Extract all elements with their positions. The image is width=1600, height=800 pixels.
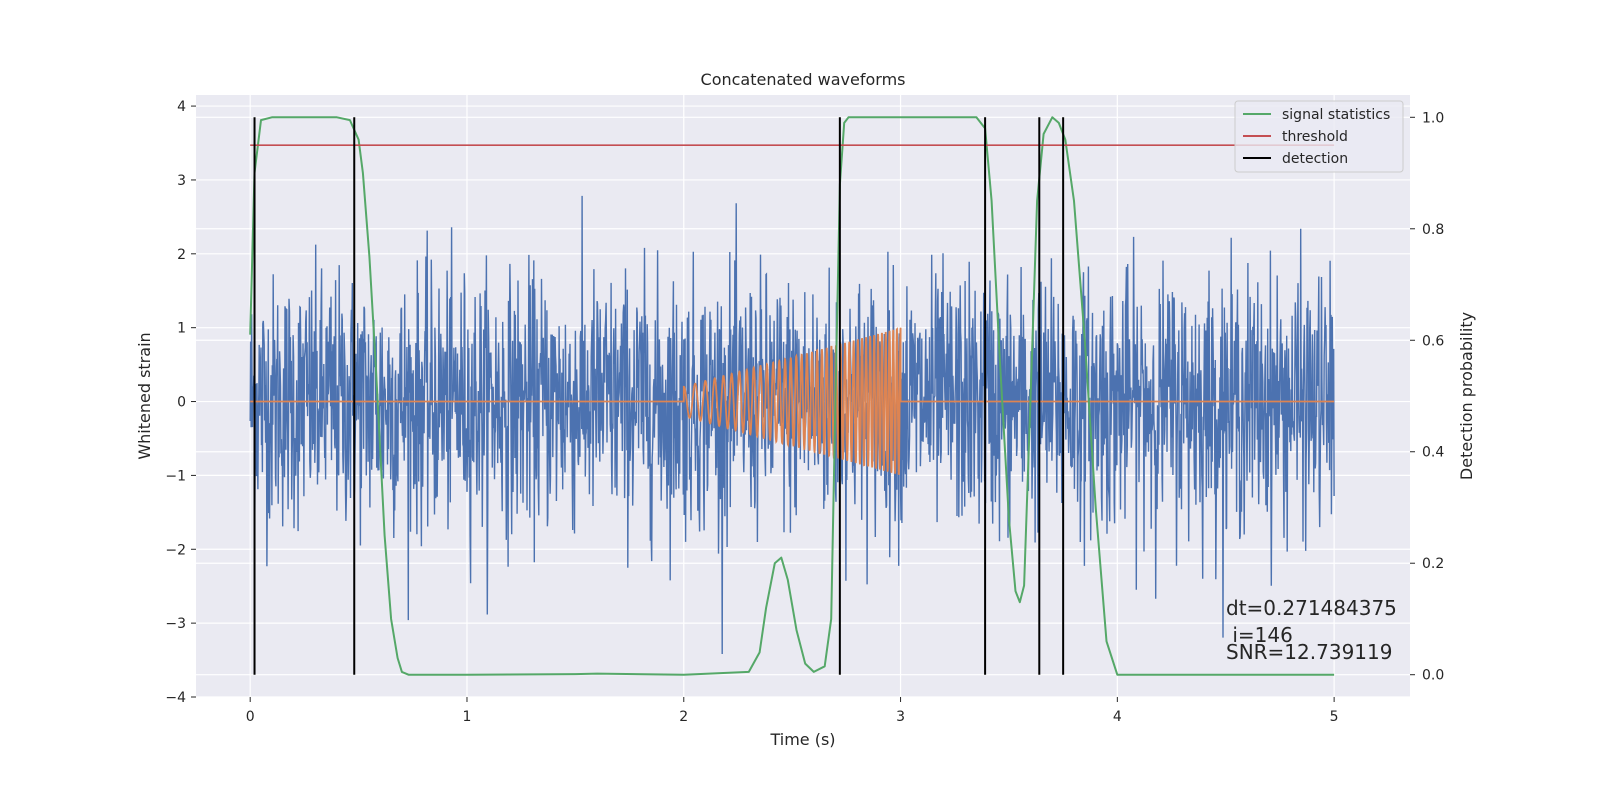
x-tick-label: 2 [679, 709, 688, 725]
y-tick-label: 0 [177, 395, 186, 411]
y-tick-label: −2 [165, 542, 186, 558]
signal-statistics-line [249, 116, 1335, 676]
axes-layer: 0 1 2 3 4 5 −4 −3 −2 −1 0 1 2 3 4 0.0 0.2 0.4 0.6 0.8 1.0 [165, 99, 1444, 725]
annotations: dt=0.271484375 i=146 SNR=12.739119 [1226, 596, 1397, 664]
probability-layer [249, 116, 1335, 676]
annotation-dt: dt=0.271484375 [1226, 596, 1397, 620]
y-tick-label: −4 [165, 690, 186, 706]
x-tick-label: 5 [1330, 709, 1339, 725]
y-tick-label: 2 [177, 247, 186, 263]
y2-axis-label: Detection probability [1457, 312, 1476, 480]
y2-tick-label: 0.2 [1422, 556, 1444, 572]
x-tick-label: 0 [246, 709, 255, 725]
y-tick-label: −3 [165, 616, 186, 632]
x-axis-label: Time (s) [769, 730, 835, 749]
chirp-waveform-line [250, 327, 1335, 475]
y-tick-label: 1 [177, 321, 186, 337]
y2-tick-label: 0.4 [1422, 445, 1444, 461]
y-tick-label: −1 [165, 468, 186, 484]
y2-tick-label: 0.8 [1422, 222, 1444, 238]
y-tick-label: 4 [177, 99, 186, 115]
annotation-index: i=146 [1226, 623, 1293, 647]
y2-tick-label: 1.0 [1422, 110, 1444, 126]
legend-label: signal statistics [1282, 107, 1390, 123]
x-tick-label: 1 [463, 709, 472, 725]
annotation-snr: SNR=12.739119 [1226, 640, 1392, 664]
y2-tick-label: 0.0 [1422, 668, 1444, 684]
chart-title: Concatenated waveforms [701, 70, 906, 89]
legend-label: detection [1282, 151, 1348, 167]
strain-layer [249, 195, 1335, 655]
legend: signal statistics threshold detection [1234, 100, 1404, 173]
x-tick-label: 3 [896, 709, 905, 725]
legend-box [1234, 100, 1404, 173]
legend-label: threshold [1282, 129, 1348, 145]
y-tick-label: 3 [177, 173, 186, 189]
y-axis-label: Whitened strain [135, 332, 154, 459]
y2-tick-label: 0.6 [1422, 333, 1444, 349]
x-tick-label: 4 [1113, 709, 1122, 725]
